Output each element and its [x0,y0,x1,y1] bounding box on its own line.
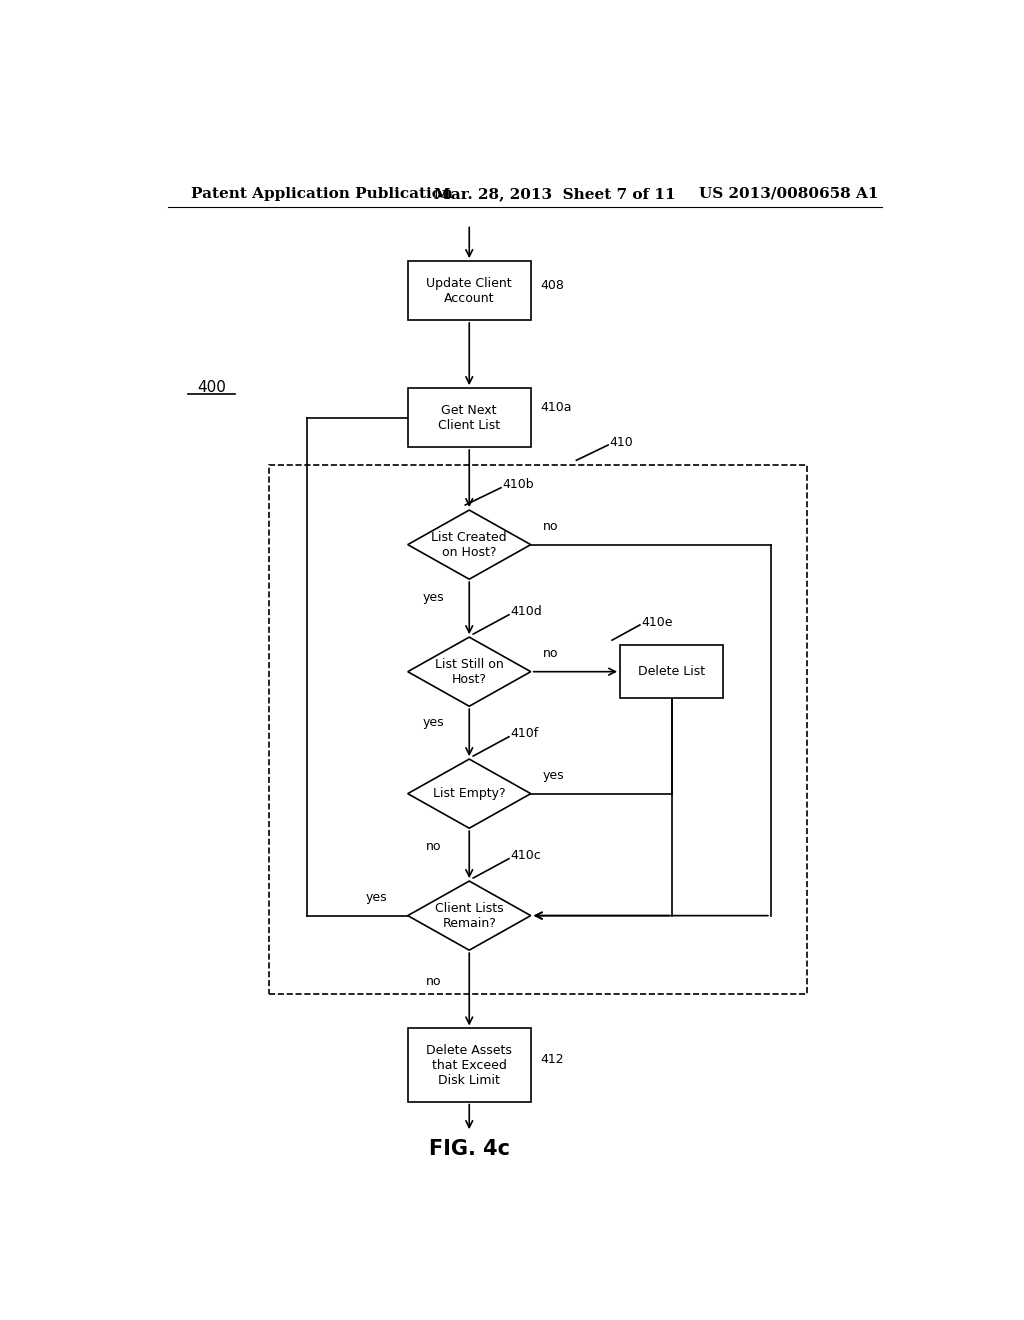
Text: 410: 410 [609,437,634,450]
Text: yes: yes [423,715,444,729]
Polygon shape [408,510,530,579]
FancyBboxPatch shape [408,388,530,447]
Text: 400: 400 [197,380,225,395]
Text: Client Lists
Remain?: Client Lists Remain? [435,902,504,929]
FancyBboxPatch shape [408,261,530,319]
Text: yes: yes [366,891,387,904]
Text: 408: 408 [541,279,564,292]
Text: List Created
on Host?: List Created on Host? [431,531,507,558]
Text: Patent Application Publication: Patent Application Publication [191,187,454,201]
Text: List Still on
Host?: List Still on Host? [435,657,504,685]
Text: yes: yes [423,591,444,605]
Text: yes: yes [543,768,564,781]
Text: 412: 412 [541,1053,564,1067]
Polygon shape [408,880,530,950]
Text: Update Client
Account: Update Client Account [426,276,512,305]
Text: Get Next
Client List: Get Next Client List [438,404,501,432]
Text: Mar. 28, 2013  Sheet 7 of 11: Mar. 28, 2013 Sheet 7 of 11 [433,187,675,201]
FancyBboxPatch shape [408,1028,530,1102]
Text: FIG. 4c: FIG. 4c [429,1139,510,1159]
Text: 410a: 410a [541,401,571,414]
Polygon shape [408,638,530,706]
Text: no: no [543,520,558,533]
Text: no: no [426,974,441,987]
Polygon shape [408,759,530,828]
Text: List Empty?: List Empty? [433,787,506,800]
Text: Delete Assets
that Exceed
Disk Limit: Delete Assets that Exceed Disk Limit [426,1044,512,1086]
Text: no: no [543,647,558,660]
Text: 410f: 410f [511,727,539,741]
Text: no: no [426,840,441,853]
FancyBboxPatch shape [621,645,723,698]
Text: US 2013/0080658 A1: US 2013/0080658 A1 [699,187,879,201]
Text: 410d: 410d [511,605,543,618]
Text: Delete List: Delete List [638,665,706,678]
Text: 410b: 410b [503,478,535,491]
Text: 410c: 410c [511,849,542,862]
Text: 410e: 410e [641,616,673,630]
